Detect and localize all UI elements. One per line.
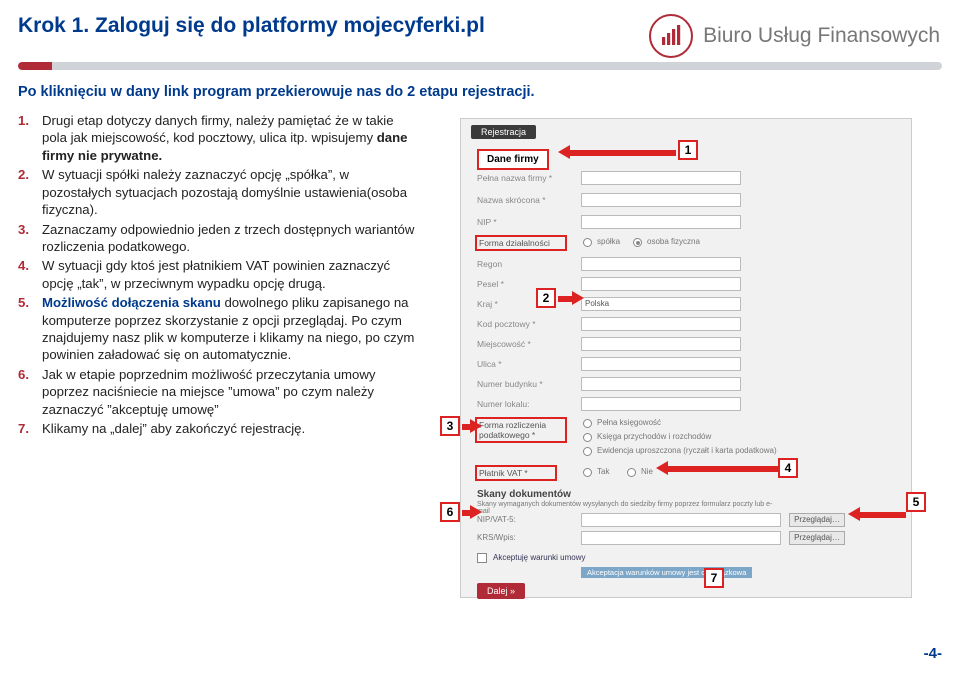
divider (18, 62, 942, 70)
label-kod: Kod pocztowy * (477, 319, 567, 329)
input-regon[interactable] (581, 257, 741, 271)
label-skrocona: Nazwa skrócona * (477, 195, 567, 205)
browse-button-2[interactable]: Przeglądaj… (789, 531, 845, 545)
label-pelna: Pełna nazwa firmy * (477, 173, 567, 183)
label-forma: Forma działalności (475, 235, 567, 251)
radio-spolka[interactable] (583, 238, 592, 247)
badge-3: 3 (440, 416, 460, 436)
input-krs[interactable] (581, 531, 781, 545)
radio-osoba[interactable] (633, 238, 642, 247)
input-skrocona[interactable] (581, 193, 741, 207)
label-nrbud: Numer budynku * (477, 379, 567, 389)
dalej-button[interactable]: Dalej » (477, 583, 525, 599)
label-nip: NIP * (477, 217, 567, 227)
input-nrbud[interactable] (581, 377, 741, 391)
label-forma-rozl: Forma rozliczenia podatkowego * (475, 417, 567, 443)
radio-r2[interactable] (583, 433, 592, 442)
label-osoba: osoba fizyczna (647, 237, 700, 246)
label-nrlok: Numer lokalu: (477, 399, 567, 409)
label-nipvat: NIP/VAT-5: (477, 515, 516, 524)
badge-2: 2 (536, 288, 556, 308)
instruction-list: Drugi etap dotyczy danych firmy, należy … (18, 112, 416, 612)
checkbox-accept[interactable] (477, 553, 487, 563)
label-platnik: Płatnik VAT * (475, 465, 557, 481)
label-krs: KRS/Wpis: (477, 533, 516, 542)
label-r2: Księga przychodów i rozchodów (597, 432, 711, 441)
step-5: Możliwość dołączenia skanu dowolnego pli… (18, 294, 416, 364)
radio-tak[interactable] (583, 468, 592, 477)
label-r1: Pełna księgowość (597, 418, 661, 427)
brand-name: Biuro Usług Finansowych (703, 24, 940, 48)
step-1: Drugi etap dotyczy danych firmy, należy … (18, 112, 416, 164)
radio-nie[interactable] (627, 468, 636, 477)
label-tak: Tak (597, 467, 609, 476)
label-r3: Ewidencja uproszczona (ryczałt i karta p… (597, 446, 777, 455)
badge-6: 6 (440, 502, 460, 522)
input-pesel[interactable] (581, 277, 741, 291)
step-4: W sytuacji gdy ktoś jest płatnikiem VAT … (18, 257, 416, 292)
input-nrlok[interactable] (581, 397, 741, 411)
input-pelna[interactable] (581, 171, 741, 185)
intro-text: Po kliknięciu w dany link program przeki… (0, 78, 960, 106)
page-number: -4- (924, 645, 942, 662)
accept-note: Akceptacja warunków umowy jest obowiązko… (581, 567, 752, 578)
step-6: Jak w etapie poprzednim możliwość przecz… (18, 366, 416, 418)
section-dane-firmy: Dane firmy (477, 149, 549, 170)
radio-r3[interactable] (583, 447, 592, 456)
select-kraj[interactable]: Polska (581, 297, 741, 311)
step-3: Zaznaczamy odpowiednio jeden z trzech do… (18, 221, 416, 256)
input-ulica[interactable] (581, 357, 741, 371)
label-nie: Nie (641, 467, 653, 476)
input-miejscowosc[interactable] (581, 337, 741, 351)
form-screenshot: Rejestracja Dane firmy Pełna nazwa firmy… (446, 112, 928, 612)
brand-block: Biuro Usług Finansowych (649, 14, 940, 58)
registration-tab: Rejestracja (471, 125, 536, 139)
input-nipvat[interactable] (581, 513, 781, 527)
step-7: Klikamy na „dalej” aby zakończyć rejestr… (18, 420, 416, 437)
step-2: W sytuacji spółki należy zaznaczyć opcję… (18, 166, 416, 218)
label-accept: Akceptuję warunki umowy (493, 553, 585, 562)
badge-7: 7 (704, 568, 724, 588)
label-regon: Regon (477, 259, 567, 269)
label-miejscowosc: Miejscowość * (477, 339, 567, 349)
input-kod[interactable] (581, 317, 741, 331)
badge-1: 1 (678, 140, 698, 160)
page-title: Krok 1. Zaloguj się do platformy mojecyf… (18, 14, 485, 38)
badge-4: 4 (778, 458, 798, 478)
section-skany: Skany dokumentów (477, 489, 571, 500)
input-nip[interactable] (581, 215, 741, 229)
label-spolka: spółka (597, 237, 620, 246)
brand-logo-icon (649, 14, 693, 58)
label-ulica: Ulica * (477, 359, 567, 369)
badge-5: 5 (906, 492, 926, 512)
browse-button-1[interactable]: Przeglądaj… (789, 513, 845, 527)
radio-r1[interactable] (583, 419, 592, 428)
